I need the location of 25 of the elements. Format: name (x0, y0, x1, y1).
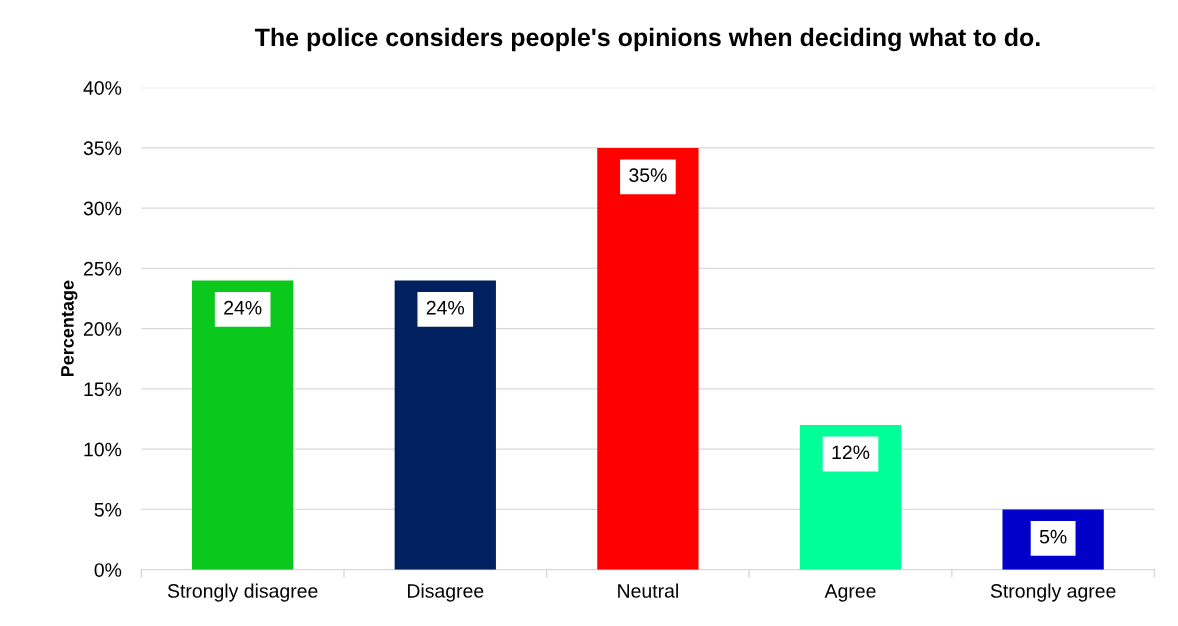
x-tick-label: Neutral (618, 583, 678, 598)
y-tick-label: 15% (84, 382, 122, 397)
y-tick-label: 20% (83, 322, 122, 336)
bar (799, 425, 902, 570)
x-tick-label: Agree (824, 584, 876, 602)
y-axis-title: Percentage (61, 280, 78, 377)
y-tick-label: 40% (83, 81, 122, 95)
x-tick-label: Strongly disagree (167, 583, 318, 602)
x-tick-label: Disagree (407, 583, 484, 602)
bar (597, 147, 699, 570)
chart-title: The police considers people's opinions when deciding what to do. (254, 27, 1040, 52)
y-tick-label: 25% (83, 261, 122, 276)
bar (192, 280, 294, 570)
data-label: 24% (426, 300, 465, 315)
y-tick-label: 30% (83, 201, 122, 216)
x-tick-label: Strongly agree (990, 583, 1116, 602)
data-label: 35% (629, 168, 667, 183)
data-label: 24% (224, 300, 262, 315)
y-tick-label: 5% (94, 502, 122, 517)
bar (394, 280, 496, 570)
data-label: 5% (1039, 529, 1067, 544)
y-tick-label: 0% (94, 563, 122, 577)
y-tick-label: 10% (84, 442, 122, 457)
data-label: 12% (832, 445, 870, 460)
y-tick-label: 35% (83, 141, 122, 156)
